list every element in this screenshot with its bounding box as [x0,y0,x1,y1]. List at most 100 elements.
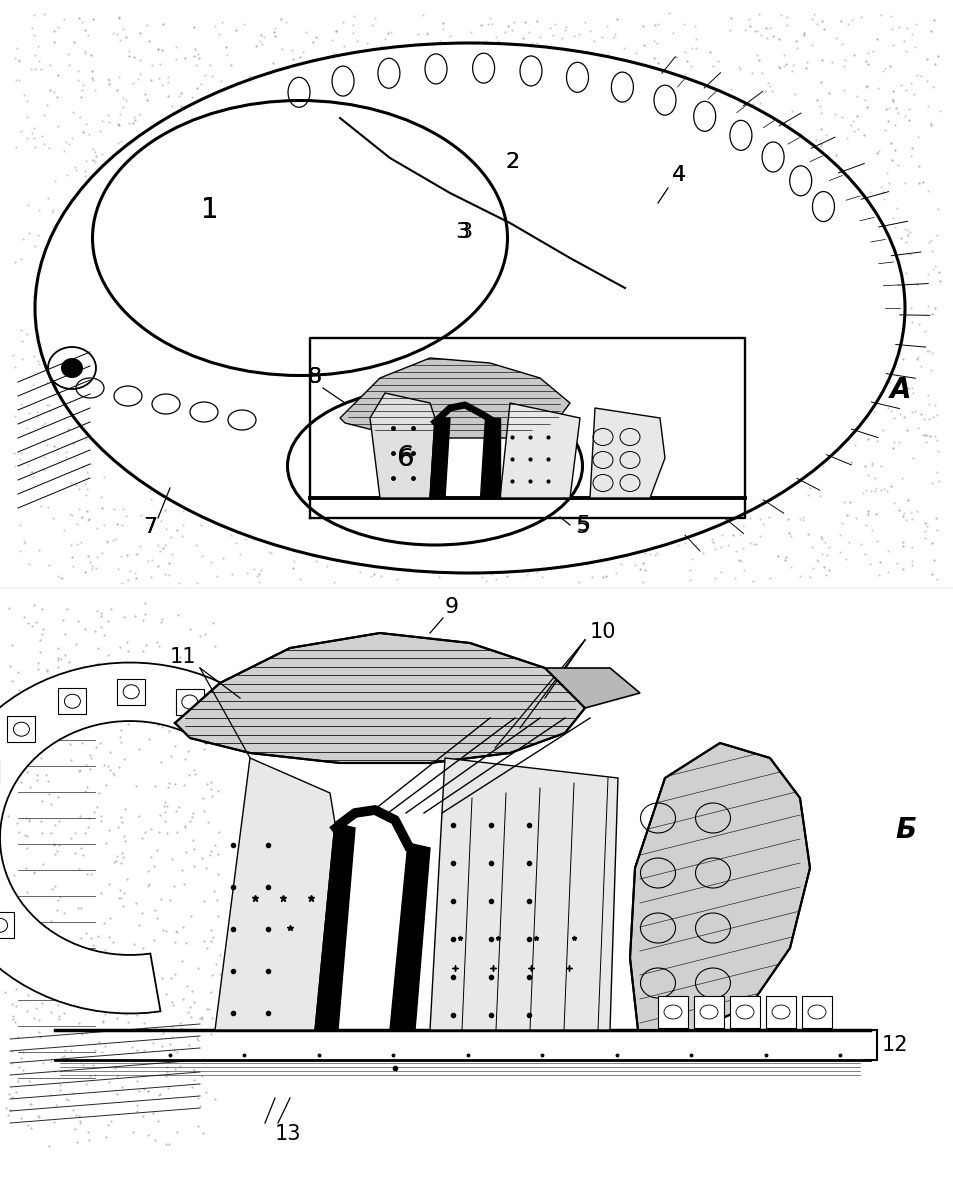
Point [217,384,233,403]
Point [658,219,673,238]
Point [490,32,505,51]
Point [390,481,405,499]
Point [337,279,353,298]
Point [661,454,677,472]
Point [449,198,464,217]
Point [196,95,212,114]
Point [61,55,76,74]
Point [700,293,716,312]
Point [333,415,348,434]
Point [128,193,143,212]
Point [618,85,634,104]
Point [336,523,352,542]
Point [769,482,784,501]
Point [315,60,331,79]
Point [540,331,556,350]
Point [259,105,274,124]
Text: 2: 2 [504,152,518,172]
Point [388,454,403,472]
Point [213,72,229,91]
Point [275,282,291,300]
Point [745,470,760,489]
Point [167,147,182,166]
Text: 4: 4 [671,165,685,185]
Point [829,359,844,378]
Point [711,269,726,287]
Point [543,64,558,82]
Point [261,543,276,562]
Point [443,114,458,133]
Point [200,434,215,452]
Point [586,432,601,451]
Point [404,555,419,574]
Point [84,556,99,575]
Point [649,329,664,348]
Text: 3: 3 [457,221,472,241]
Point [183,145,198,164]
Point [635,371,650,390]
Point [34,276,50,294]
Point [503,471,518,490]
Point [560,102,576,121]
Point [347,99,362,118]
Point [527,442,542,461]
Point [433,68,448,87]
Point [425,35,440,54]
Point [126,73,141,92]
Point [598,455,614,474]
Text: 10: 10 [589,622,616,642]
Point [285,413,300,432]
Point [296,101,312,120]
Point [39,269,54,287]
Point [860,44,875,62]
Point [686,388,701,406]
Point [67,158,82,177]
Point [10,39,25,58]
Point [389,570,404,589]
Point [623,454,639,472]
Point [495,525,510,544]
Point [891,405,906,424]
Point [876,58,891,77]
Point [492,319,507,338]
Point [148,418,163,437]
Point [729,233,744,252]
Point [747,465,762,484]
Point [814,404,829,423]
Point [571,25,586,44]
Point [704,57,720,75]
Point [375,271,391,290]
Point [495,124,510,143]
Point [113,132,129,151]
Point [537,346,552,365]
Point [614,232,629,251]
Point [490,538,505,557]
Point [19,128,34,147]
Point [188,55,203,74]
Point [609,285,624,304]
Text: 8: 8 [308,368,322,388]
Point [834,514,849,532]
Point [476,538,491,557]
Point [223,317,238,336]
Point [558,18,574,37]
Point [401,560,416,578]
Point [485,410,500,429]
Point [805,449,821,468]
Point [464,315,479,333]
Point [885,297,901,316]
Point [754,375,769,393]
Point [361,549,376,568]
Point [185,339,200,358]
Point [328,326,343,345]
Point [511,170,526,188]
Point [850,120,865,139]
Point [784,331,800,350]
Point [12,542,28,561]
Point [863,230,879,249]
Point [460,495,476,514]
Point [673,349,688,368]
Point [422,190,437,209]
Point [618,357,634,376]
Point [85,560,100,578]
